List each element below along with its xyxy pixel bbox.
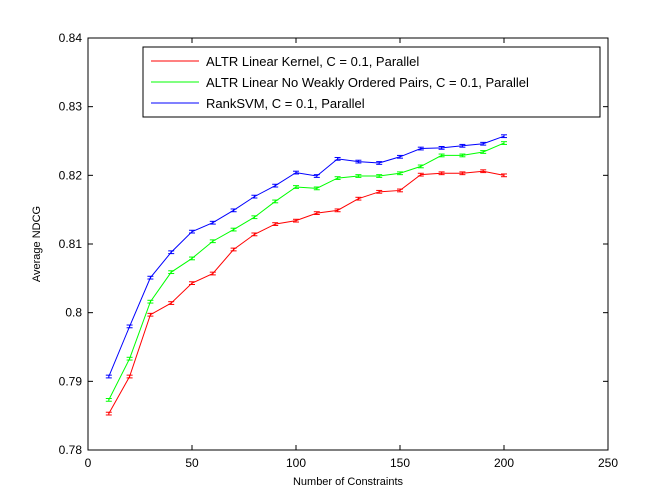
x-tick-label: 150 (390, 456, 410, 470)
series-layer (105, 134, 507, 416)
x-tick-label: 100 (286, 456, 306, 470)
y-tick-label: 0.81 (59, 237, 83, 251)
series-line-0 (108, 170, 505, 414)
series-line-1 (108, 142, 505, 401)
y-tick-label: 0.84 (59, 31, 83, 45)
x-tick-label: 50 (185, 456, 199, 470)
axes-layer: 0 50 100 150 200 250 0.78 0.79 0.8 0.81 0.82 0.83 0.… (59, 31, 619, 470)
y-axis-title: Average NDCG (31, 206, 43, 282)
x-tick-label: 250 (598, 456, 618, 470)
x-tick-label: 0 (85, 456, 92, 470)
series-line-2 (108, 135, 505, 377)
y-tick-label: 0.79 (59, 374, 83, 388)
y-tick-label: 0.78 (59, 443, 83, 457)
legend-label-altr-linear-kernel: ALTR Linear Kernel, C = 0.1, Parallel (206, 54, 419, 69)
legend-label-ranksvm: RankSVM, C = 0.1, Parallel (206, 96, 365, 111)
x-axis-title: Number of Constraints (293, 476, 404, 488)
y-tick-label: 0.8 (65, 306, 82, 320)
legend: ALTR Linear Kernel, C = 0.1, Parallel AL… (142, 46, 601, 118)
y-tick-label: 0.82 (59, 168, 83, 182)
legend-box (142, 46, 601, 118)
y-tick-label: 0.83 (59, 100, 83, 114)
x-tick-label: 200 (494, 456, 514, 470)
legend-label-altr-no-weak-pairs: ALTR Linear No Weakly Ordered Pairs, C =… (206, 75, 529, 90)
